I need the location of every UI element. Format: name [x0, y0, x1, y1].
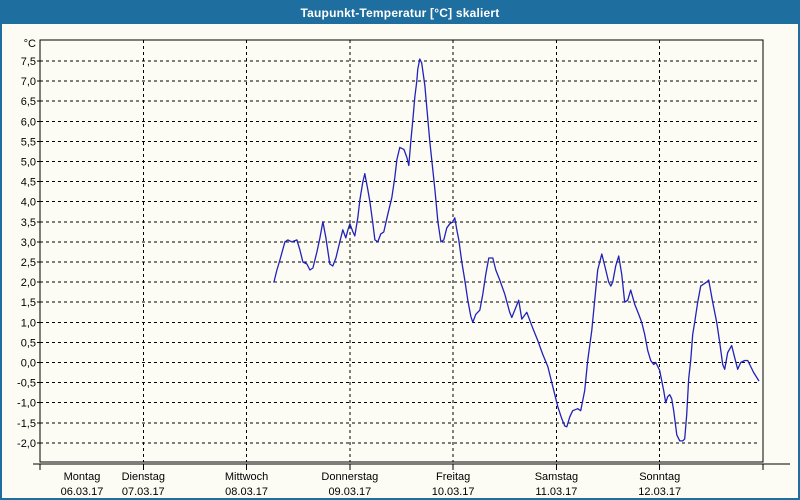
temperature-line	[273, 58, 760, 442]
day-date-label: 12.03.17	[638, 486, 681, 498]
day-date-label: 07.03.17	[122, 486, 165, 498]
day-name-label: Mittwoch	[225, 471, 268, 483]
y-tick-label: 4,5	[21, 177, 36, 189]
y-tick-label: 5,5	[21, 136, 36, 148]
y-tick-label: 1,5	[21, 297, 36, 309]
y-tick-label: 1,0	[21, 317, 36, 329]
y-tick-label: -1,5	[17, 418, 36, 430]
y-tick-label: 0,0	[21, 358, 36, 370]
day-name-label: Sonntag	[639, 471, 680, 483]
y-tick-label: 3,5	[21, 217, 36, 229]
day-name-label: Montag	[64, 471, 101, 483]
y-tick-label: -0,5	[17, 378, 36, 390]
day-name-label: Donnerstag	[321, 471, 378, 483]
y-tick-label: 2,0	[21, 277, 36, 289]
y-tick-label: -2,0	[17, 438, 36, 450]
y-tick-label: 5,0	[21, 157, 36, 169]
chart-title: Taupunkt-Temperatur [°C] skaliert	[300, 6, 500, 20]
y-tick-label: 0,5	[21, 337, 36, 349]
chart-title-bar: Taupunkt-Temperatur [°C] skaliert	[2, 2, 798, 24]
y-axis-unit-label: °C	[24, 38, 36, 50]
y-tick-label: 6,5	[21, 96, 36, 108]
day-date-label: 09.03.17	[328, 486, 371, 498]
day-date-label: 08.03.17	[225, 486, 268, 498]
y-tick-label: 2,5	[21, 257, 36, 269]
day-date-label: 10.03.17	[432, 486, 475, 498]
day-name-label: Dienstag	[122, 471, 165, 483]
y-tick-label: 6,0	[21, 116, 36, 128]
day-date-label: 06.03.17	[61, 486, 104, 498]
plot-border	[39, 39, 764, 463]
day-date-label: 11.03.17	[535, 486, 577, 498]
y-tick-label: 3,0	[21, 237, 36, 249]
y-tick-label: 7,5	[21, 56, 36, 68]
y-tick-label: 7,0	[21, 76, 36, 88]
day-name-label: Freitag	[436, 471, 470, 483]
y-tick-label: 4,0	[21, 197, 36, 209]
y-tick-label: -1,0	[17, 398, 36, 410]
day-name-label: Samstag	[535, 471, 578, 483]
